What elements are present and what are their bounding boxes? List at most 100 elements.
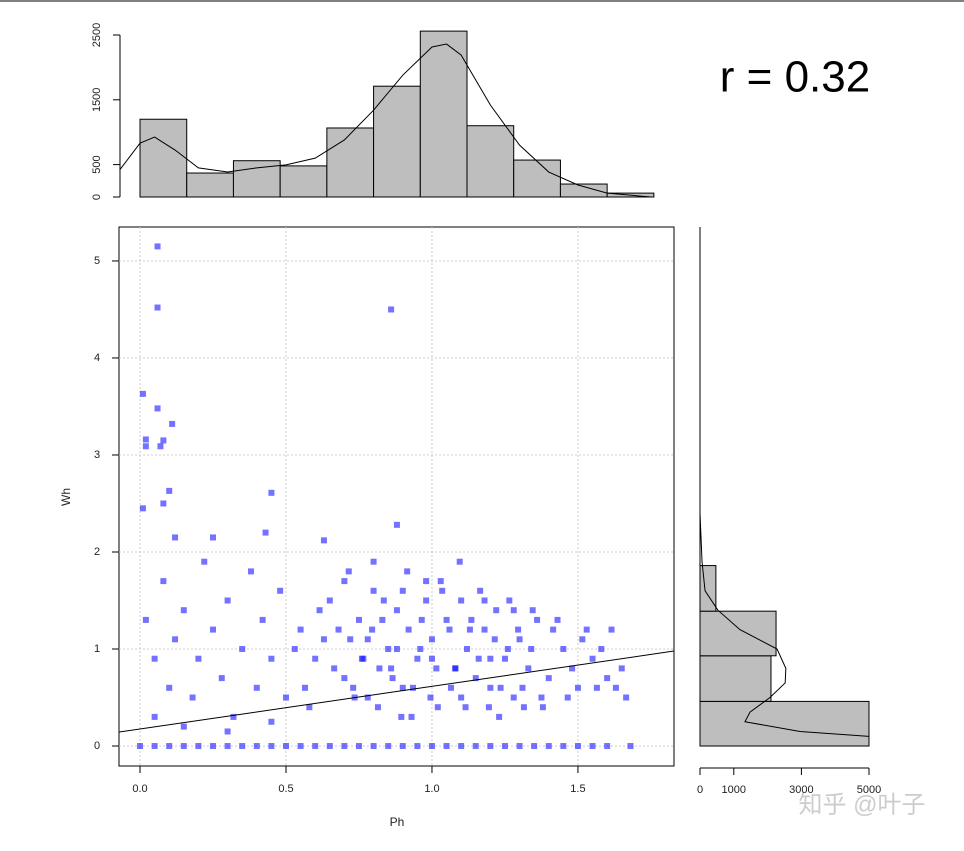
- point: [224, 597, 231, 604]
- point: [154, 304, 161, 311]
- points: [137, 243, 634, 750]
- point: [139, 505, 146, 512]
- point: [335, 626, 342, 633]
- point: [404, 568, 411, 575]
- point: [151, 743, 158, 750]
- point: [604, 675, 611, 682]
- point: [399, 587, 406, 594]
- point: [493, 607, 500, 614]
- point: [510, 607, 517, 614]
- point: [458, 597, 465, 604]
- y-tick-label: 5: [94, 255, 100, 267]
- point: [370, 587, 377, 594]
- point: [593, 684, 600, 691]
- y-tick-label: 2: [94, 546, 100, 558]
- point: [268, 718, 275, 725]
- point: [210, 743, 217, 750]
- point: [169, 420, 176, 427]
- x-tick-label: 1000: [722, 784, 746, 796]
- x-tick-label: 3000: [789, 784, 813, 796]
- point: [326, 597, 333, 604]
- x-tick-label: 5000: [857, 784, 881, 796]
- point: [142, 443, 149, 450]
- point: [326, 743, 333, 750]
- point: [472, 743, 479, 750]
- point: [142, 436, 149, 443]
- point: [347, 636, 354, 643]
- point: [443, 616, 450, 623]
- point: [510, 694, 517, 701]
- point: [166, 487, 173, 494]
- point: [468, 616, 475, 623]
- point: [253, 743, 260, 750]
- point: [379, 616, 386, 623]
- point: [180, 723, 187, 730]
- point: [291, 646, 298, 653]
- point: [618, 665, 625, 672]
- point: [458, 694, 465, 701]
- hist-bar: [373, 85, 421, 198]
- point: [160, 500, 167, 507]
- point: [316, 607, 323, 614]
- point: [423, 578, 430, 585]
- point: [569, 665, 576, 672]
- point: [528, 646, 535, 653]
- point: [355, 616, 362, 623]
- point: [485, 704, 492, 711]
- y-tick-label: 500: [91, 155, 103, 173]
- hist-bar: [279, 165, 328, 198]
- point: [408, 713, 415, 720]
- point: [623, 694, 630, 701]
- point: [160, 578, 167, 585]
- x-tick-label: 0: [697, 784, 703, 796]
- y-tick-label: 3: [94, 449, 100, 461]
- point: [477, 587, 484, 594]
- point: [428, 636, 435, 643]
- watermark: 知乎 @叶子: [798, 791, 925, 818]
- point: [525, 665, 532, 672]
- point: [399, 684, 406, 691]
- point: [230, 713, 237, 720]
- point: [491, 636, 498, 643]
- point: [604, 743, 611, 750]
- point: [496, 713, 503, 720]
- point: [497, 684, 504, 691]
- point: [414, 655, 421, 662]
- point: [297, 743, 304, 750]
- point: [538, 694, 545, 701]
- point: [447, 684, 454, 691]
- point: [151, 655, 158, 662]
- point: [433, 665, 440, 672]
- point: [180, 607, 187, 614]
- y-tick-label: 4: [94, 352, 100, 364]
- point: [550, 626, 557, 633]
- point: [239, 743, 246, 750]
- point: [564, 694, 571, 701]
- point: [423, 597, 430, 604]
- point: [529, 607, 536, 614]
- hist-bar: [466, 125, 515, 198]
- hist-bar: [326, 127, 375, 198]
- point: [380, 597, 387, 604]
- point: [393, 607, 400, 614]
- point: [583, 626, 590, 633]
- point: [437, 578, 444, 585]
- point: [598, 646, 605, 653]
- point: [627, 743, 634, 750]
- point: [504, 646, 511, 653]
- point: [446, 626, 453, 633]
- point: [268, 489, 275, 496]
- fit-line: [119, 650, 674, 733]
- point: [472, 675, 479, 682]
- point: [374, 704, 381, 711]
- point: [393, 521, 400, 528]
- point: [462, 704, 469, 711]
- hist-bar: [559, 183, 608, 198]
- point: [282, 743, 289, 750]
- point: [210, 626, 217, 633]
- point: [331, 665, 338, 672]
- hist-bar: [139, 118, 188, 198]
- point: [157, 443, 164, 450]
- point: [466, 626, 473, 633]
